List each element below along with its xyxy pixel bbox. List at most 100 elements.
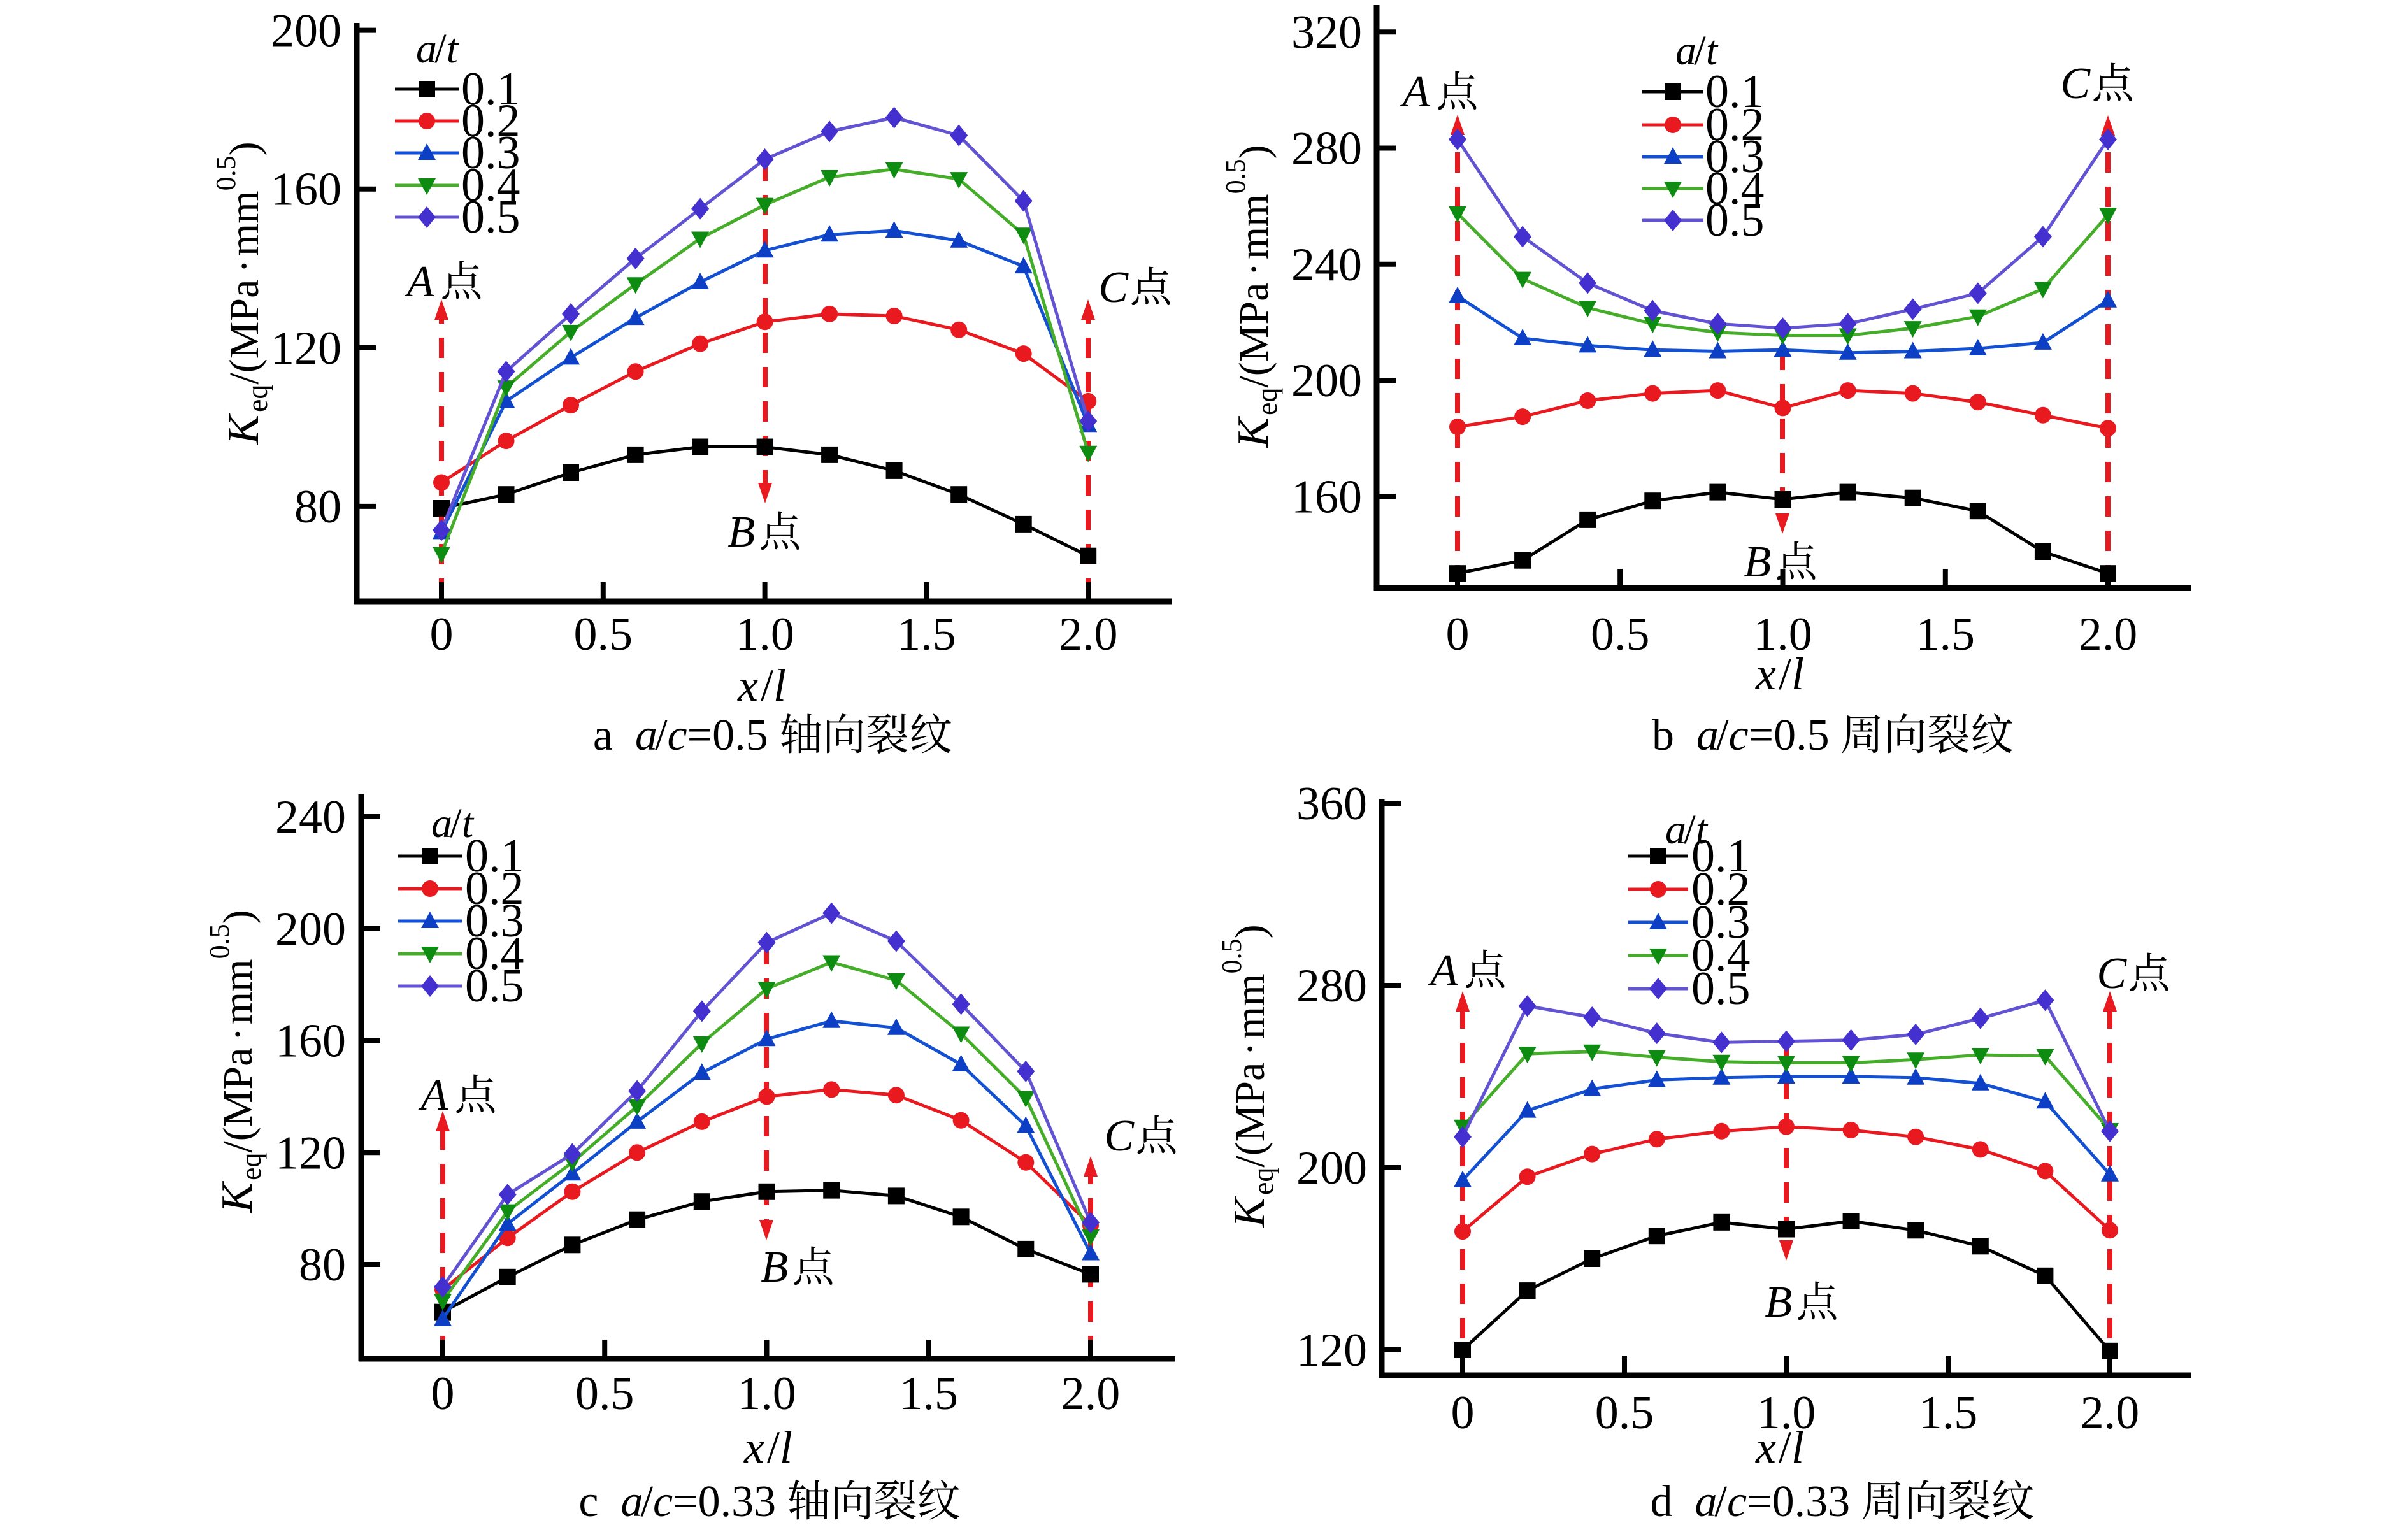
svg-text:a: a	[416, 25, 437, 72]
svg-text:120: 120	[275, 1127, 346, 1179]
svg-text:1.5: 1.5	[899, 1368, 959, 1420]
svg-text:1.5: 1.5	[1916, 608, 1975, 661]
svg-text:c: c	[653, 1477, 673, 1526]
svg-text:0: 0	[430, 608, 454, 661]
svg-text:K: K	[1225, 1196, 1274, 1228]
svg-text:120: 120	[271, 322, 341, 375]
svg-text:280: 280	[1296, 960, 1367, 1012]
svg-text:mm: mm	[221, 190, 268, 256]
svg-text:=0.5: =0.5	[1749, 711, 1830, 760]
svg-text:160: 160	[271, 164, 341, 216]
svg-text:0.5: 0.5	[574, 608, 633, 661]
svg-text:x: x	[743, 1422, 764, 1473]
svg-text:l: l	[780, 1422, 792, 1473]
svg-text:/: /	[1716, 711, 1729, 760]
svg-text:360: 360	[1296, 778, 1367, 830]
svg-text:0.1: 0.1	[465, 830, 524, 882]
svg-text:/: /	[450, 800, 462, 847]
svg-text:1.5: 1.5	[897, 608, 956, 661]
svg-text:B: B	[727, 508, 755, 557]
svg-text:l: l	[1791, 648, 1804, 699]
svg-text:): )	[1231, 145, 1277, 159]
svg-text:/: /	[761, 660, 773, 711]
svg-text:·: ·	[221, 259, 268, 273]
svg-text:80: 80	[299, 1239, 346, 1291]
svg-text:1.5: 1.5	[1919, 1387, 1978, 1439]
svg-text:c: c	[1729, 711, 1749, 760]
svg-text:K: K	[213, 1181, 262, 1213]
svg-text:C: C	[1098, 263, 1129, 312]
svg-text:t: t	[462, 800, 475, 847]
svg-text:2.0: 2.0	[2079, 608, 2138, 661]
svg-text:K: K	[1229, 416, 1278, 448]
svg-text:l: l	[773, 660, 786, 711]
svg-text:a: a	[1696, 711, 1719, 760]
svg-text:B: B	[1765, 1278, 1792, 1327]
svg-text:B: B	[761, 1243, 788, 1292]
svg-text:x: x	[1755, 648, 1776, 699]
svg-text:0.5: 0.5	[465, 960, 524, 1012]
svg-text:0.3: 0.3	[1691, 896, 1751, 949]
svg-text:160: 160	[275, 1015, 346, 1068]
svg-text:0.5: 0.5	[210, 155, 241, 190]
svg-text:mm: mm	[1231, 194, 1277, 259]
svg-text:): )	[215, 910, 261, 924]
svg-text:/: /	[1694, 27, 1706, 74]
svg-text:a: a	[431, 800, 452, 847]
svg-text:/: /	[1779, 1422, 1791, 1473]
svg-text:0.4: 0.4	[1705, 162, 1765, 215]
svg-text:/(MPa: /(MPa	[215, 1048, 261, 1153]
svg-text:0.5: 0.5	[204, 924, 235, 959]
svg-text:0: 0	[1451, 1387, 1475, 1439]
svg-text:0.5: 0.5	[1595, 1387, 1654, 1439]
svg-text:mm: mm	[215, 959, 261, 1024]
svg-text:a: a	[635, 711, 657, 760]
svg-text:/(MPa: /(MPa	[1231, 283, 1277, 388]
svg-text:B: B	[1744, 538, 1771, 587]
svg-text:A: A	[419, 1071, 448, 1120]
svg-text:320: 320	[1291, 6, 1362, 59]
svg-text:=0.33: =0.33	[1747, 1477, 1850, 1526]
svg-text:·: ·	[1227, 1042, 1273, 1056]
svg-text:eq: eq	[234, 1153, 267, 1180]
svg-text:240: 240	[1291, 239, 1362, 291]
svg-text:200: 200	[1291, 355, 1362, 407]
svg-text:0.5: 0.5	[1705, 194, 1765, 247]
svg-text:/: /	[655, 711, 668, 760]
svg-text:0: 0	[431, 1368, 455, 1420]
svg-text:A: A	[1400, 68, 1430, 117]
svg-text:c: c	[668, 711, 687, 760]
svg-text:0.2: 0.2	[461, 95, 520, 147]
svg-text:1.0: 1.0	[1753, 608, 1812, 661]
svg-text:200: 200	[275, 903, 346, 956]
svg-text:A: A	[1428, 946, 1458, 995]
svg-text:·: ·	[215, 1027, 261, 1042]
svg-text:1.0: 1.0	[737, 1368, 796, 1420]
svg-text:0.5: 0.5	[1591, 608, 1650, 661]
svg-text:A: A	[405, 257, 434, 306]
svg-text:0.3: 0.3	[1705, 131, 1765, 183]
svg-text:C: C	[1104, 1112, 1135, 1161]
svg-text:t: t	[447, 25, 459, 72]
svg-text:b: b	[1652, 711, 1674, 760]
svg-text:/(MPa: /(MPa	[1227, 1063, 1273, 1168]
svg-text:2.0: 2.0	[2081, 1387, 2140, 1439]
svg-text:/: /	[434, 25, 447, 72]
svg-text:=0.5: =0.5	[687, 711, 768, 760]
svg-text:0.3: 0.3	[465, 895, 524, 947]
svg-text:0.1: 0.1	[1691, 830, 1751, 882]
svg-text:d: d	[1651, 1477, 1673, 1526]
svg-text:/(MPa: /(MPa	[221, 280, 268, 385]
svg-text:0.5: 0.5	[1691, 963, 1751, 1015]
svg-text:c: c	[578, 1477, 598, 1526]
svg-text:160: 160	[1291, 471, 1362, 523]
svg-text:a: a	[593, 711, 613, 760]
svg-text:0.5: 0.5	[575, 1368, 634, 1420]
svg-text:/: /	[767, 1422, 780, 1473]
svg-text:a: a	[1675, 27, 1696, 74]
svg-text:0.5: 0.5	[1216, 938, 1247, 973]
svg-text:2.0: 2.0	[1061, 1368, 1121, 1420]
svg-text:0: 0	[1446, 608, 1470, 661]
svg-text:200: 200	[271, 5, 341, 57]
svg-text:/: /	[1779, 648, 1791, 699]
